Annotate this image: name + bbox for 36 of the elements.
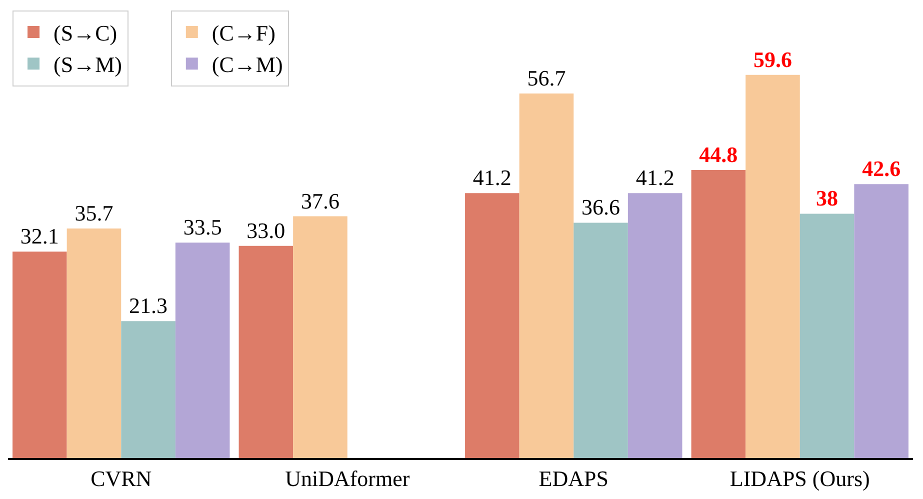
data-label: 35.7 xyxy=(74,200,114,226)
bar xyxy=(746,74,800,458)
bar xyxy=(691,170,746,458)
x-tick-label: CVRN xyxy=(90,466,152,492)
bar xyxy=(854,184,908,458)
bar xyxy=(66,228,122,458)
data-label: 33.5 xyxy=(183,214,222,240)
data-label: 37.6 xyxy=(300,188,340,214)
data-label: 32.1 xyxy=(20,224,59,249)
data-label: 38 xyxy=(816,186,838,211)
bar xyxy=(800,214,854,458)
bar xyxy=(12,252,67,458)
bar xyxy=(293,216,348,458)
legend-label: (S→M) xyxy=(54,52,122,78)
legend-label: (C→F) xyxy=(212,20,276,46)
bar xyxy=(175,242,230,458)
x-tick-label: UniDAformer xyxy=(285,466,410,492)
legend-label: (S→C) xyxy=(54,20,118,46)
data-label: 41.2 xyxy=(472,165,512,190)
data-label: 33.0 xyxy=(246,218,286,243)
data-label: 42.6 xyxy=(862,156,901,182)
bar xyxy=(574,222,628,458)
data-label: 21.3 xyxy=(129,293,168,318)
bar xyxy=(519,94,574,458)
data-label: 36.6 xyxy=(582,194,620,220)
x-tick-label: EDAPS xyxy=(538,466,608,492)
x-tick-label: LIDAPS (Ours) xyxy=(730,466,870,492)
bar xyxy=(465,193,520,458)
data-label: 44.8 xyxy=(699,142,738,167)
data-label: 56.7 xyxy=(527,66,566,90)
legend-label: (C→M) xyxy=(212,52,283,78)
data-label: 41.2 xyxy=(636,165,674,190)
bar xyxy=(238,246,294,458)
bar xyxy=(121,321,176,458)
data-label: 59.6 xyxy=(753,46,792,72)
bar xyxy=(628,193,682,458)
